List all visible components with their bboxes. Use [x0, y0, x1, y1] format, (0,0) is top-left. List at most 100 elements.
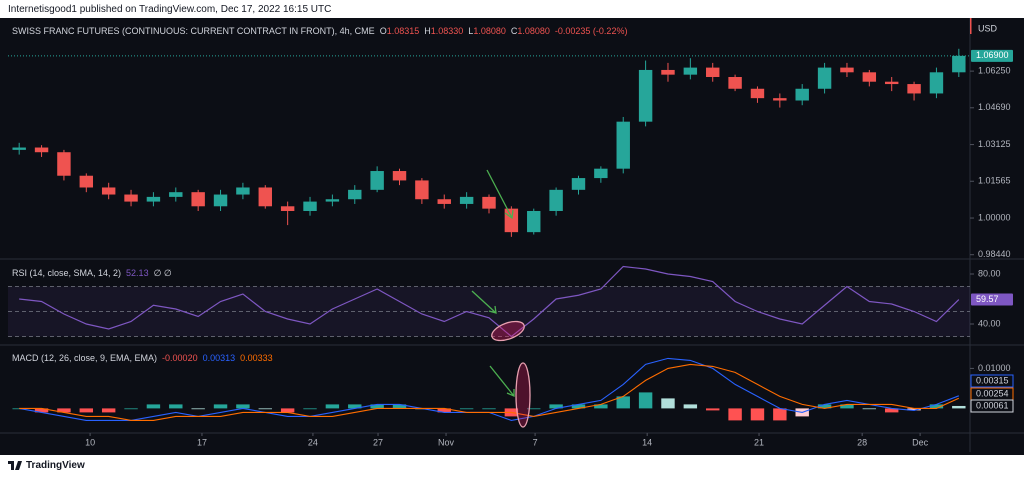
ohlc-value: 1.08080 — [473, 26, 506, 36]
candle-body — [191, 192, 205, 207]
histogram-bar — [706, 408, 720, 411]
candle-body — [929, 72, 944, 94]
candle-body — [795, 88, 809, 101]
histogram-bar — [437, 408, 451, 413]
rsi-line — [19, 265, 960, 338]
y-tick-label: 1.06250 — [978, 66, 1011, 76]
rsi-legend: RSI (14, close, SMA, 14, 2) 52.13 ∅ ∅ — [12, 268, 172, 279]
arrow-head — [504, 209, 514, 220]
candle-body — [415, 180, 429, 200]
tag-outline — [970, 399, 1014, 413]
ohlc-value: 1.08330 — [430, 26, 464, 36]
candle-body — [101, 187, 116, 195]
histogram-bar — [191, 408, 205, 410]
ohlc-item: L1.08080 — [468, 26, 506, 36]
arrow-head — [506, 389, 515, 397]
publisher-line: Internetisgood1 published on TradingView… — [8, 4, 332, 15]
histogram-bar — [124, 408, 138, 410]
brand-name: TradingView — [26, 460, 85, 471]
price-tag — [971, 49, 1013, 62]
histogram-bar — [258, 408, 272, 410]
candle-body — [773, 98, 787, 101]
histogram-bar — [638, 392, 653, 409]
histogram-bar — [750, 408, 765, 421]
histogram-bar — [728, 408, 742, 421]
legend-icons: ∅ ∅ — [153, 268, 172, 278]
histogram-bar — [683, 404, 698, 409]
brand-logo — [8, 461, 22, 470]
ohlc-item: O1.08315 — [380, 26, 420, 36]
x-tick-label: 7 — [533, 437, 538, 447]
candle-body — [616, 121, 630, 169]
histogram-bar — [392, 404, 407, 409]
histogram-bar — [370, 404, 384, 409]
change: -0.00235 (-0.22%) — [554, 26, 628, 36]
price-tag — [971, 388, 1013, 400]
candle-body — [258, 187, 272, 207]
x-tick-label: 24 — [308, 437, 318, 447]
histogram-bar — [817, 404, 832, 409]
currency: USD — [978, 23, 998, 33]
x-tick-label: 28 — [857, 437, 867, 447]
arrow — [471, 290, 497, 314]
histogram-bar — [280, 408, 295, 413]
histogram-bar — [34, 408, 49, 413]
x-tick-label: Dec — [912, 437, 929, 447]
candle-body — [437, 199, 451, 204]
x-tick-label: 10 — [85, 437, 95, 447]
pane-title: MACD (12, 26, close, 9, EMA, EMA) — [12, 353, 158, 363]
candle-body — [34, 147, 49, 153]
histogram-bar — [773, 408, 787, 421]
y-tick-label: 1.03125 — [978, 139, 1011, 149]
y-tick-label: 0.98440 — [978, 249, 1011, 259]
ohlc-key: C — [510, 26, 518, 36]
candle-body — [907, 84, 921, 94]
ohlc-key: O — [379, 26, 387, 36]
candle-body — [169, 192, 183, 197]
candle-body — [57, 152, 71, 176]
candle-body — [146, 196, 161, 202]
candle-body — [549, 189, 563, 211]
price-legend: SWISS FRANC FUTURES (CONTINUOUS: CURRENT… — [12, 26, 627, 36]
histogram-bar — [862, 408, 877, 410]
histogram-bar — [459, 408, 474, 410]
y-tick-label: 1.04690 — [978, 102, 1011, 112]
histogram-bar — [348, 404, 362, 409]
brand: TradingView — [8, 460, 85, 471]
histogram-bar — [169, 404, 183, 409]
price-tag — [971, 375, 1013, 387]
pane-title: RSI (14, close, SMA, 14, 2) — [12, 268, 122, 278]
histogram-bar — [146, 404, 161, 409]
candle-body — [459, 196, 474, 204]
y-tick-label: 1.00000 — [978, 212, 1011, 222]
candle-body — [236, 187, 250, 195]
y-tick-label: 1.01565 — [978, 176, 1011, 186]
y-tick-label: 40.00 — [978, 318, 1001, 328]
candle-body — [12, 147, 26, 150]
candle-body — [817, 67, 832, 89]
candle-body — [884, 81, 899, 85]
candle-body — [325, 199, 340, 202]
candle-body — [706, 67, 720, 78]
ohlc-item: H1.08330 — [424, 26, 463, 36]
histogram-bar — [325, 404, 340, 409]
x-tick-label: 27 — [373, 437, 383, 447]
histogram-bar — [79, 408, 94, 413]
candle-body — [303, 201, 317, 211]
candle-body — [280, 206, 295, 211]
annotations — [471, 169, 531, 428]
x-tick-label: 14 — [642, 437, 652, 447]
price-tag — [971, 400, 1013, 412]
x-tick-label: 21 — [754, 437, 764, 447]
price-tag-label: 1.06900 — [976, 50, 1009, 60]
chart-background — [0, 18, 1024, 455]
arrow — [489, 365, 515, 397]
histogram-bar — [482, 408, 496, 410]
histogram-bar — [929, 404, 944, 409]
candle-body — [683, 67, 698, 75]
ohlc-item: C1.08080 — [511, 26, 550, 36]
price-tag-label: 59.57 — [976, 294, 999, 304]
histogram-bar — [527, 408, 541, 410]
